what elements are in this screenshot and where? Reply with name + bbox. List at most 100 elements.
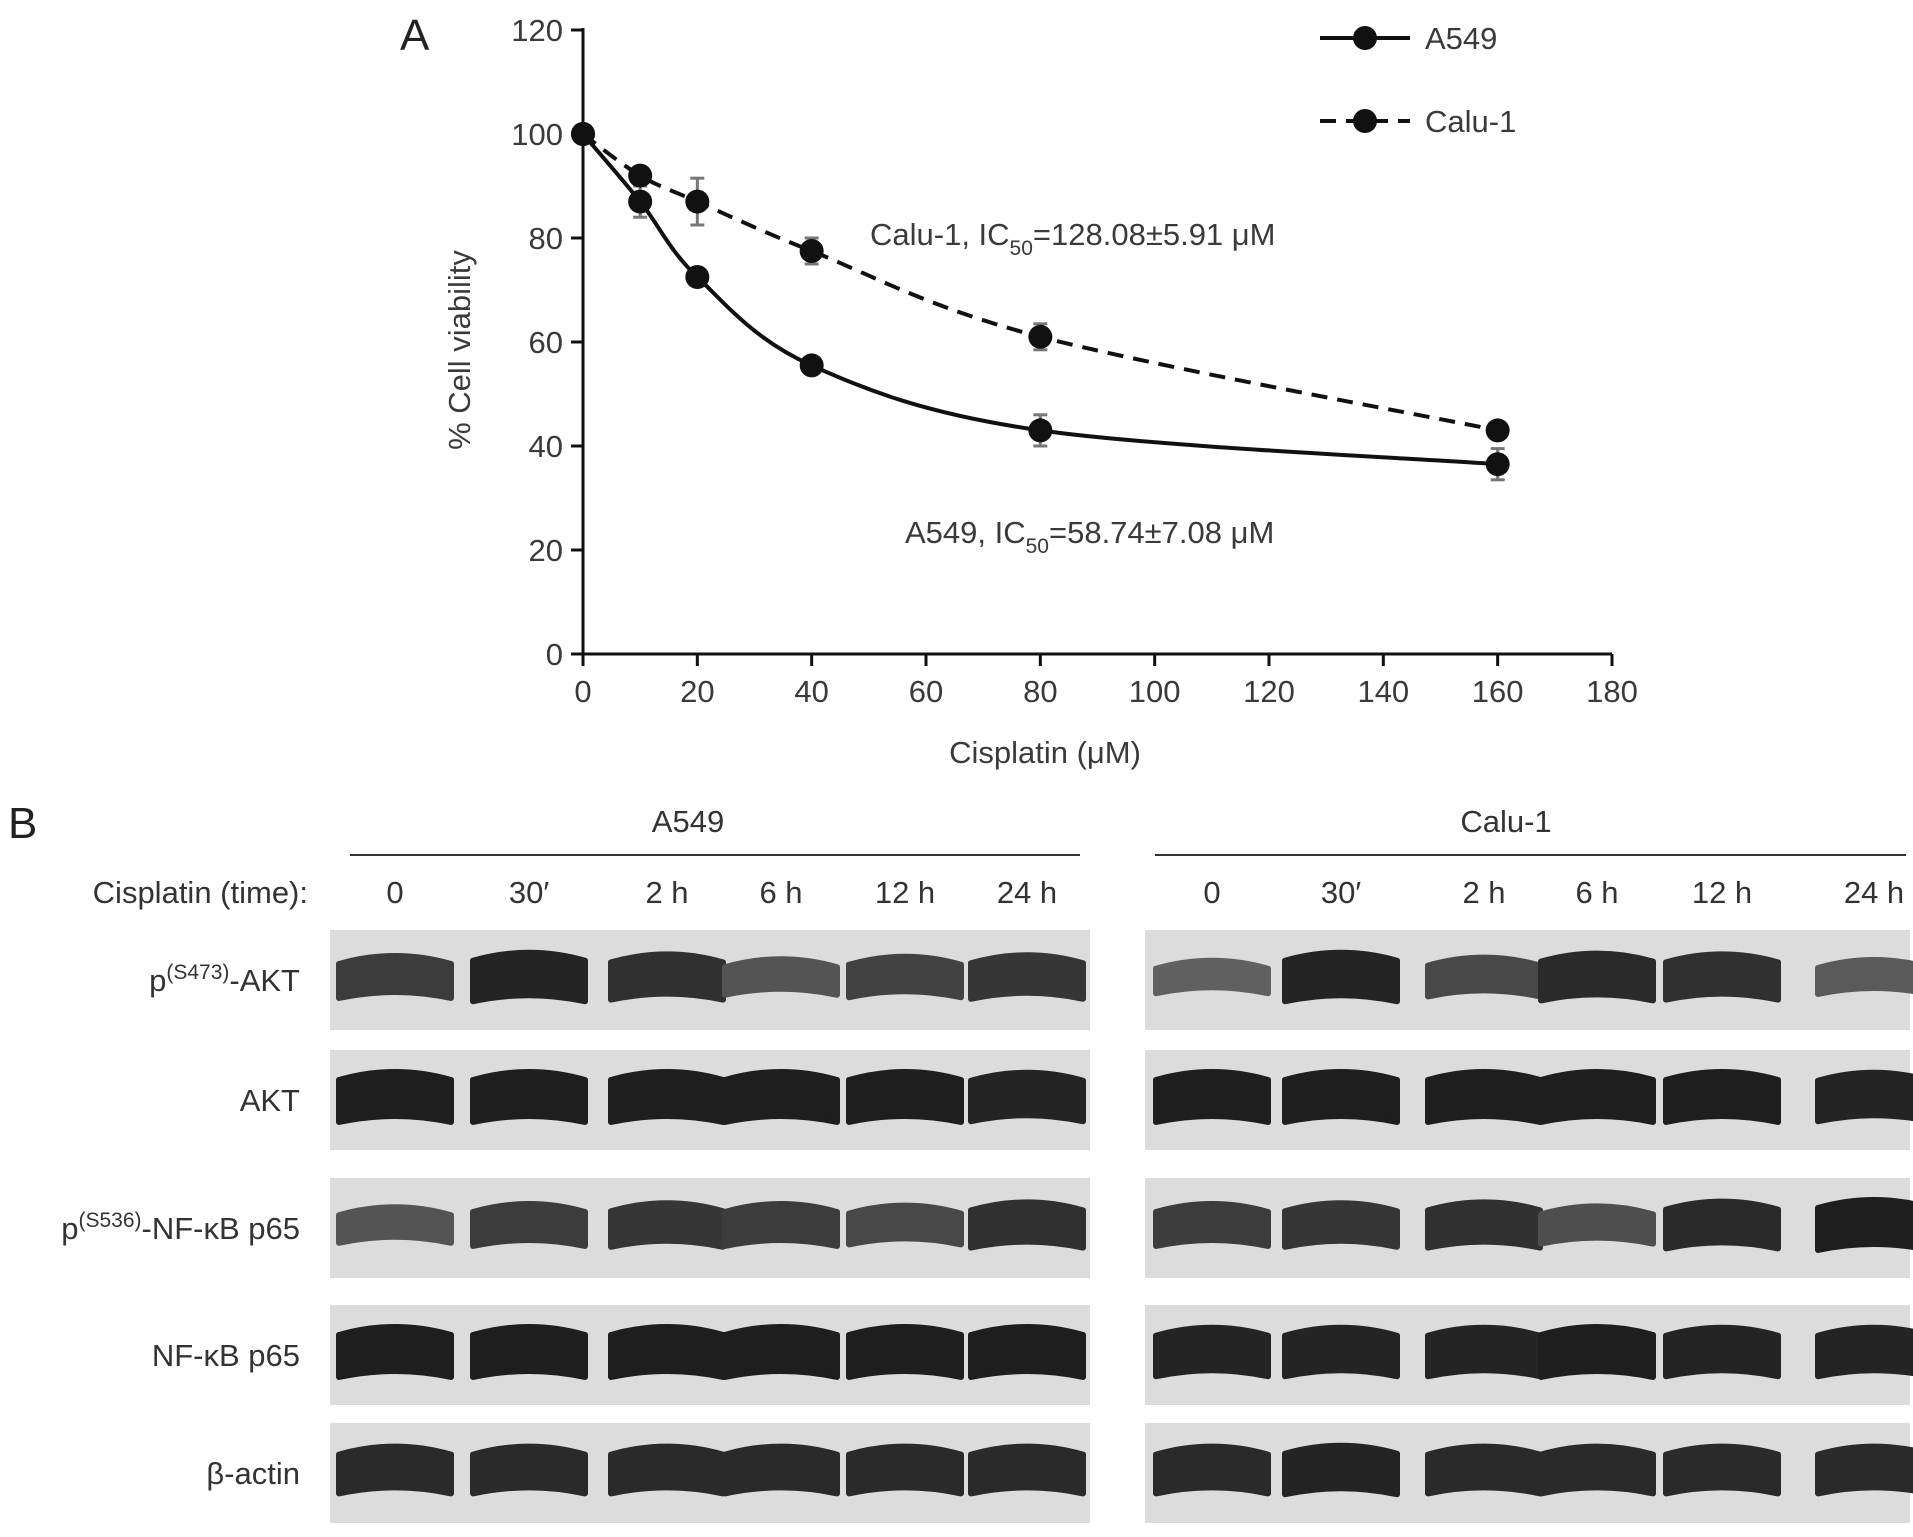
blot-band xyxy=(608,1443,726,1497)
blot-band xyxy=(1815,1324,1913,1380)
data-point-calu-1 xyxy=(799,239,824,263)
x-tick-label: 120 xyxy=(1243,674,1295,709)
blot-band xyxy=(470,949,588,1005)
blot-band xyxy=(1538,1324,1656,1380)
blot-band xyxy=(1282,949,1400,1005)
chart-series xyxy=(571,122,1510,482)
cisplatin-time-label: Cisplatin (time): xyxy=(93,875,308,910)
blot-band xyxy=(968,952,1086,1002)
blot-band xyxy=(470,1201,588,1249)
annotation-a549-ic50: A549, IC50=58.74±7.08 μM xyxy=(905,515,1274,558)
row-label: AKT xyxy=(240,1083,300,1118)
data-point-a549 xyxy=(1028,418,1053,443)
blot-band xyxy=(1282,1200,1400,1250)
blot-band xyxy=(722,1443,840,1497)
data-point-calu-1 xyxy=(628,163,653,188)
lane-label: 12 h xyxy=(1692,875,1752,910)
blot-band xyxy=(846,953,964,1001)
annotation-calu1-ic50: Calu-1, IC50=128.08±5.91 μM xyxy=(870,217,1275,260)
blot-band xyxy=(1538,1069,1656,1125)
blot-band xyxy=(722,1324,840,1380)
blot-band xyxy=(1282,1324,1400,1380)
blot-band xyxy=(1663,1324,1781,1380)
y-tick-label: 0 xyxy=(546,637,563,672)
blot-band xyxy=(968,1324,1086,1380)
y-tick-label: 60 xyxy=(529,325,563,360)
blot-band xyxy=(1153,1443,1271,1497)
legend-marker-a549 xyxy=(1353,26,1377,50)
blot-band xyxy=(846,1202,964,1248)
blot-band xyxy=(1282,1442,1400,1498)
y-axis-label: % Cell viability xyxy=(442,250,477,450)
blot-band xyxy=(1663,1069,1781,1125)
blot-band xyxy=(1815,1443,1913,1497)
data-point-calu-1 xyxy=(1485,418,1510,443)
blot-band xyxy=(1663,951,1781,1003)
blot-band xyxy=(470,1069,588,1125)
chart-legend: A549 Calu-1 xyxy=(1320,21,1516,139)
blot-band xyxy=(608,951,726,1003)
lane-label: 2 h xyxy=(645,875,688,910)
blot-band xyxy=(968,1199,1086,1251)
blot-band xyxy=(1815,1197,1913,1253)
x-axis-label: Cisplatin (μM) xyxy=(949,735,1141,770)
blot-band xyxy=(846,1443,964,1497)
series-line-calu-1 xyxy=(581,132,1499,433)
lane-label: 24 h xyxy=(997,875,1057,910)
blot-band xyxy=(470,1324,588,1380)
blot-band xyxy=(1538,950,1656,1004)
blot-band xyxy=(722,956,840,998)
blot-band xyxy=(608,1200,726,1250)
blot-band xyxy=(1425,1199,1543,1251)
blot-band xyxy=(336,953,454,1001)
blot-band xyxy=(846,1069,964,1125)
blot-band xyxy=(1425,1324,1543,1380)
blot-band xyxy=(1425,954,1543,1000)
x-tick-label: 180 xyxy=(1586,674,1638,709)
x-tick-label: 40 xyxy=(794,674,828,709)
blot-band xyxy=(1815,957,1913,997)
blot-rows: p(S473)-AKT AKT p(S536)-NF-κB p65 NF-κB p65… xyxy=(61,930,1913,1523)
data-point-calu-1 xyxy=(571,122,595,146)
lane-label: 0 xyxy=(1203,875,1220,910)
blot-band xyxy=(1153,1069,1271,1125)
blot-band xyxy=(336,1443,454,1497)
blot-band xyxy=(1282,1069,1400,1125)
y-tick-label: 20 xyxy=(529,533,563,568)
lane-label: 2 h xyxy=(1462,875,1505,910)
blot-band xyxy=(1153,1201,1271,1249)
data-point-calu-1 xyxy=(685,189,710,214)
blot-band xyxy=(1538,1203,1656,1247)
blot-band xyxy=(1663,1198,1781,1252)
legend-label-calu-1: Calu-1 xyxy=(1425,104,1516,139)
blot-band xyxy=(1425,1069,1543,1125)
panel-b: B Cisplatin (time): A549 0 30′ 2 h 6 h 12 h 24… xyxy=(8,799,1913,1523)
blot-band xyxy=(1425,1443,1543,1497)
blot-band xyxy=(470,1443,588,1497)
blot-band xyxy=(1663,1443,1781,1497)
data-point-a549 xyxy=(685,265,710,289)
lane-label: 0 xyxy=(386,875,403,910)
x-tick-label: 160 xyxy=(1472,674,1524,709)
x-tick-label: 140 xyxy=(1357,674,1409,709)
x-tick-label: 0 xyxy=(574,674,591,709)
lane-label: 30′ xyxy=(509,875,549,910)
blot-band xyxy=(336,1324,454,1380)
blot-band xyxy=(1538,1443,1656,1497)
panel-letter-b: B xyxy=(8,799,37,848)
blot-band xyxy=(1153,1324,1271,1380)
panel-letter-a: A xyxy=(400,11,430,60)
blot-band xyxy=(1815,1069,1913,1125)
y-tick-label: 120 xyxy=(511,13,563,48)
lane-label: 30′ xyxy=(1321,875,1361,910)
lane-label: 6 h xyxy=(1575,875,1618,910)
group-label-calu-1: Calu-1 xyxy=(1460,804,1551,839)
row-label: p(S536)-NF-κB p65 xyxy=(61,1209,300,1246)
chart-axes: 0 20 40 60 80 100 120 0 20 40 60 80 100 120 140 160 180 xyxy=(511,13,1638,709)
y-tick-label: 40 xyxy=(529,429,563,464)
blot-band xyxy=(846,1324,964,1380)
lane-label: 12 h xyxy=(875,875,935,910)
legend-label-a549: A549 xyxy=(1425,21,1497,56)
blot-band xyxy=(968,1069,1086,1125)
